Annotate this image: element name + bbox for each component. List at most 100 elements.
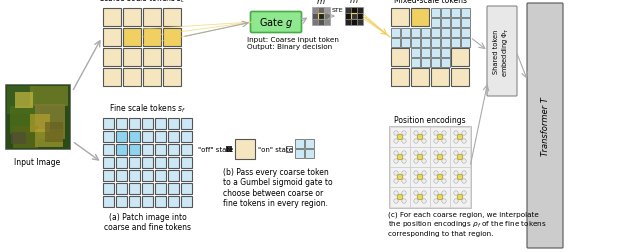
- Bar: [430, 187, 450, 207]
- Bar: [286, 146, 292, 152]
- Circle shape: [434, 179, 438, 183]
- Bar: [451, 9, 460, 17]
- Bar: [451, 18, 460, 27]
- Bar: [116, 183, 127, 195]
- Bar: [226, 146, 232, 152]
- Bar: [391, 49, 409, 67]
- Bar: [163, 29, 181, 47]
- Bar: [431, 18, 440, 27]
- Bar: [13, 127, 38, 148]
- Bar: [461, 28, 470, 37]
- Bar: [410, 147, 430, 167]
- Bar: [180, 196, 192, 207]
- Bar: [129, 157, 140, 169]
- Circle shape: [394, 131, 398, 136]
- Bar: [103, 196, 115, 207]
- Circle shape: [434, 171, 438, 175]
- Bar: [430, 128, 450, 147]
- Circle shape: [397, 195, 403, 200]
- Bar: [390, 167, 410, 187]
- Circle shape: [394, 199, 398, 203]
- Circle shape: [454, 159, 458, 164]
- Bar: [318, 8, 324, 14]
- Bar: [440, 9, 449, 17]
- Bar: [410, 187, 430, 207]
- Bar: [163, 49, 181, 67]
- Bar: [430, 167, 450, 187]
- Circle shape: [394, 151, 398, 155]
- Bar: [129, 144, 140, 156]
- Bar: [116, 196, 127, 207]
- Bar: [451, 28, 460, 37]
- Circle shape: [462, 171, 466, 175]
- Bar: [312, 14, 317, 20]
- Bar: [103, 69, 121, 87]
- Bar: [318, 14, 324, 20]
- Circle shape: [397, 174, 403, 180]
- Bar: [431, 48, 440, 57]
- Bar: [123, 9, 141, 27]
- Bar: [155, 170, 166, 181]
- Bar: [295, 149, 304, 158]
- Circle shape: [454, 199, 458, 203]
- Bar: [155, 131, 166, 143]
- Bar: [391, 9, 409, 27]
- Bar: [103, 157, 115, 169]
- Circle shape: [462, 179, 466, 183]
- Bar: [440, 18, 449, 27]
- Circle shape: [454, 171, 458, 175]
- Bar: [420, 28, 429, 37]
- Bar: [180, 131, 192, 143]
- Circle shape: [422, 191, 426, 195]
- Bar: [180, 118, 192, 130]
- Bar: [141, 170, 153, 181]
- Circle shape: [414, 151, 418, 155]
- Circle shape: [414, 199, 418, 203]
- Circle shape: [414, 191, 418, 195]
- Circle shape: [437, 174, 443, 180]
- Bar: [357, 14, 363, 20]
- Circle shape: [454, 191, 458, 195]
- Bar: [346, 14, 351, 20]
- Circle shape: [422, 151, 426, 155]
- Bar: [5, 85, 70, 149]
- Bar: [155, 196, 166, 207]
- Circle shape: [442, 159, 446, 164]
- FancyBboxPatch shape: [250, 12, 301, 33]
- Bar: [410, 58, 419, 67]
- Circle shape: [402, 151, 406, 155]
- Bar: [141, 183, 153, 195]
- Circle shape: [422, 179, 426, 183]
- Text: $\bar{m}$: $\bar{m}$: [349, 0, 359, 6]
- FancyBboxPatch shape: [487, 7, 517, 97]
- Text: Gate $g$: Gate $g$: [259, 16, 293, 30]
- Bar: [30, 115, 50, 133]
- Circle shape: [442, 199, 446, 203]
- Circle shape: [394, 139, 398, 144]
- Bar: [401, 38, 410, 47]
- Bar: [7, 87, 35, 115]
- Bar: [431, 69, 449, 87]
- Bar: [431, 28, 440, 37]
- Bar: [103, 29, 121, 47]
- Bar: [431, 38, 440, 47]
- Bar: [180, 157, 192, 169]
- Text: (c) For each coarse region, we interpolate
the position encodings $\rho_f$ of th: (c) For each coarse region, we interpola…: [388, 211, 547, 236]
- Circle shape: [454, 151, 458, 155]
- Bar: [411, 69, 429, 87]
- Circle shape: [417, 174, 423, 180]
- Bar: [116, 157, 127, 169]
- FancyBboxPatch shape: [527, 4, 563, 248]
- Bar: [103, 49, 121, 67]
- Bar: [440, 48, 449, 57]
- Circle shape: [437, 154, 443, 160]
- Bar: [155, 183, 166, 195]
- Bar: [411, 9, 429, 27]
- Bar: [45, 122, 63, 142]
- Text: STE: STE: [331, 8, 343, 13]
- Bar: [143, 29, 161, 47]
- Bar: [450, 187, 470, 207]
- Bar: [430, 147, 450, 167]
- Bar: [129, 131, 140, 143]
- Bar: [103, 9, 121, 27]
